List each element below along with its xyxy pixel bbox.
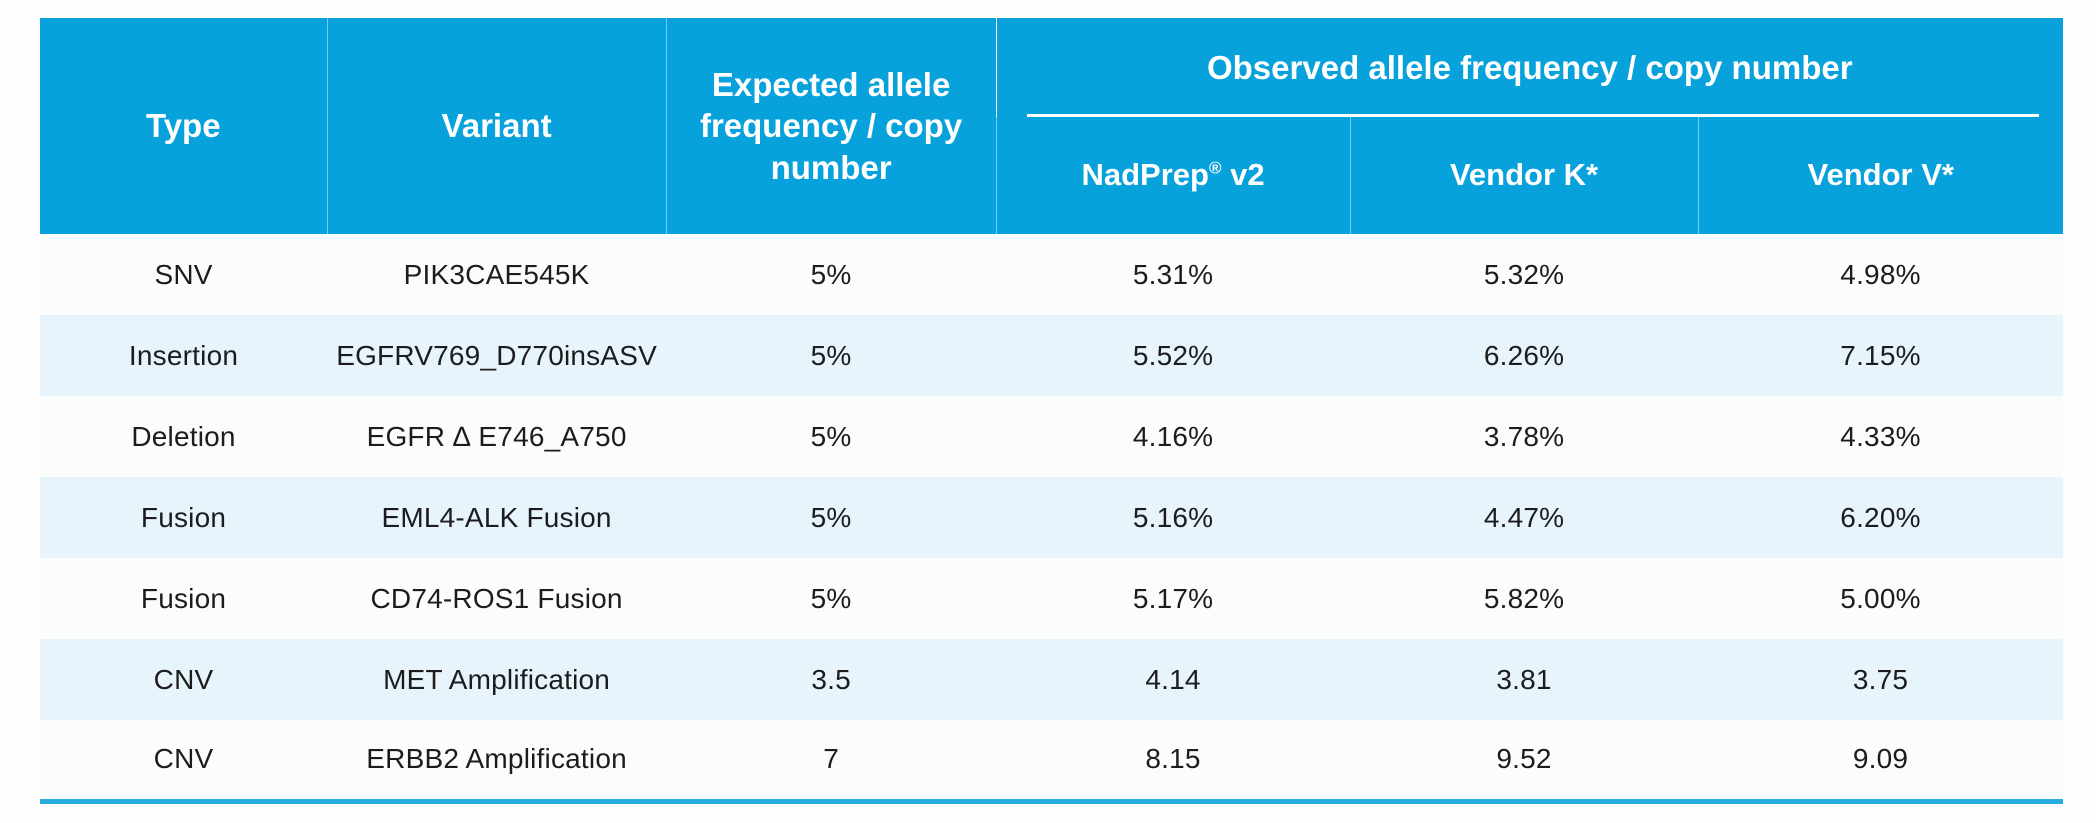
- cell-type: Fusion: [40, 477, 328, 558]
- table-row: Fusion CD74-ROS1 Fusion 5% 5.17% 5.82% 5…: [40, 558, 2063, 639]
- col-group-header-observed: Observed allele frequency / copy number: [996, 18, 2063, 117]
- cell-nadprep: 5.52%: [996, 315, 1351, 396]
- cell-type: CNV: [40, 720, 328, 804]
- table-row: CNV MET Amplification 3.5 4.14 3.81 3.75: [40, 639, 2063, 720]
- cell-expected: 5%: [666, 234, 997, 315]
- cell-vendor-v: 5.00%: [1698, 558, 2063, 639]
- cell-type: Insertion: [40, 315, 328, 396]
- table-row: Deletion EGFR ∆ E746_A750 5% 4.16% 3.78%…: [40, 396, 2063, 477]
- cell-expected: 3.5: [666, 639, 997, 720]
- cell-expected: 5%: [666, 396, 997, 477]
- cell-expected: 5%: [666, 315, 997, 396]
- nadprep-version: v2: [1221, 157, 1265, 193]
- cell-vendor-v: 6.20%: [1698, 477, 2063, 558]
- col-header-type: Type: [40, 18, 328, 234]
- cell-vendor-k: 9.52: [1350, 720, 1699, 804]
- table-row: SNV PIK3CAE545K 5% 5.31% 5.32% 4.98%: [40, 234, 2063, 315]
- cell-vendor-k: 4.47%: [1350, 477, 1699, 558]
- table-row: Fusion EML4-ALK Fusion 5% 5.16% 4.47% 6.…: [40, 477, 2063, 558]
- cell-nadprep: 8.15: [996, 720, 1351, 804]
- col-header-expected: Expected allele frequency / copy number: [666, 18, 997, 234]
- cell-vendor-k: 3.81: [1350, 639, 1699, 720]
- col-header-nadprep-v2: NadPrep® v2: [996, 117, 1351, 234]
- cell-type: Fusion: [40, 558, 328, 639]
- variant-comparison-table-wrap: Type Variant Expected allele frequency /…: [40, 18, 2063, 804]
- cell-variant: MET Amplification: [327, 639, 667, 720]
- table-body: SNV PIK3CAE545K 5% 5.31% 5.32% 4.98% Ins…: [40, 234, 2063, 804]
- variant-comparison-table: Type Variant Expected allele frequency /…: [40, 18, 2063, 804]
- cell-vendor-v: 4.33%: [1698, 396, 2063, 477]
- cell-nadprep: 4.14: [996, 639, 1351, 720]
- cell-expected: 5%: [666, 558, 997, 639]
- cell-expected: 7: [666, 720, 997, 804]
- col-header-vendor-v: Vendor V*: [1697, 117, 2063, 234]
- cell-type: Deletion: [40, 396, 328, 477]
- cell-nadprep: 5.16%: [996, 477, 1351, 558]
- cell-variant: EGFR ∆ E746_A750: [327, 396, 667, 477]
- cell-vendor-v: 3.75: [1698, 639, 2063, 720]
- cell-nadprep: 4.16%: [996, 396, 1351, 477]
- cell-vendor-k: 5.82%: [1350, 558, 1699, 639]
- col-header-vendor-k: Vendor K*: [1349, 117, 1699, 234]
- cell-vendor-k: 6.26%: [1350, 315, 1699, 396]
- nadprep-brand: NadPrep: [1081, 157, 1209, 193]
- cell-vendor-v: 7.15%: [1698, 315, 2063, 396]
- cell-variant: PIK3CAE545K: [327, 234, 667, 315]
- cell-vendor-k: 3.78%: [1350, 396, 1699, 477]
- cell-variant: EGFRV769_D770insASV: [327, 315, 667, 396]
- cell-variant: CD74-ROS1 Fusion: [327, 558, 667, 639]
- cell-variant: ERBB2 Amplification: [327, 720, 667, 804]
- col-header-variant: Variant: [327, 18, 667, 234]
- cell-type: SNV: [40, 234, 328, 315]
- cell-expected: 5%: [666, 477, 997, 558]
- table-row: CNV ERBB2 Amplification 7 8.15 9.52 9.09: [40, 720, 2063, 804]
- table-header: Type Variant Expected allele frequency /…: [40, 18, 2063, 234]
- cell-nadprep: 5.17%: [996, 558, 1351, 639]
- cell-vendor-v: 4.98%: [1698, 234, 2063, 315]
- cell-vendor-v: 9.09: [1698, 720, 2063, 804]
- cell-nadprep: 5.31%: [996, 234, 1351, 315]
- cell-variant: EML4-ALK Fusion: [327, 477, 667, 558]
- cell-vendor-k: 5.32%: [1350, 234, 1699, 315]
- cell-type: CNV: [40, 639, 328, 720]
- registered-trademark-symbol: ®: [1208, 158, 1222, 178]
- table-row: Insertion EGFRV769_D770insASV 5% 5.52% 6…: [40, 315, 2063, 396]
